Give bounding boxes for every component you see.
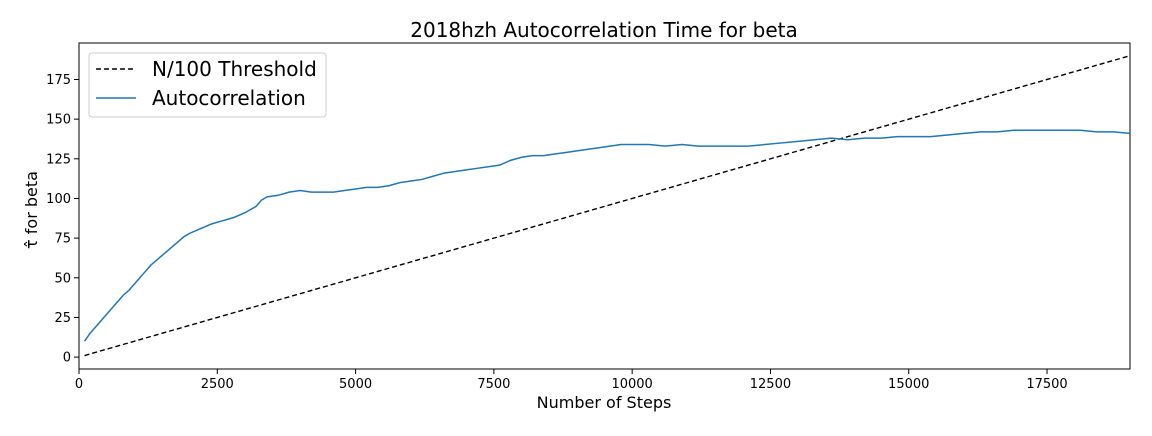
y-tick-label: 125 [46,152,71,167]
legend-label: N/100 Threshold [152,57,317,81]
y-tick-label: 175 [46,73,71,88]
x-tick-label: 0 [75,377,83,392]
x-tick-label: 7500 [477,377,510,392]
x-tick-label: 2500 [201,377,234,392]
threshold-series-line [84,55,1130,357]
y-axis-label: τ̂ for beta [22,171,41,249]
x-tick-label: 10000 [611,377,652,392]
x-axis-label: Number of Steps [537,393,672,412]
y-tick-label: 50 [54,271,71,286]
legend-box [88,52,327,118]
x-tick-label: 12500 [750,377,791,392]
y-tick-label: 75 [54,232,71,247]
y-tick-label: 100 [46,192,71,207]
autocorrelation-series-line [83,129,1130,342]
x-tick-label: 5000 [339,377,372,392]
x-tick-label: 15000 [888,377,929,392]
y-tick-label: 25 [54,311,71,326]
plot-area: 0 2500 5000 7500 10000 12500 15000 17500 0 25 50 75… [46,42,1131,392]
legend-label: Autocorrelation [152,86,306,110]
chart-title: 2018hzh Autocorrelation Time for beta [410,18,797,42]
x-tick-label: 17500 [1026,377,1067,392]
y-tick-label: 150 [46,113,71,128]
plot-frame [78,42,1131,370]
y-tick-label: 0 [63,351,71,366]
